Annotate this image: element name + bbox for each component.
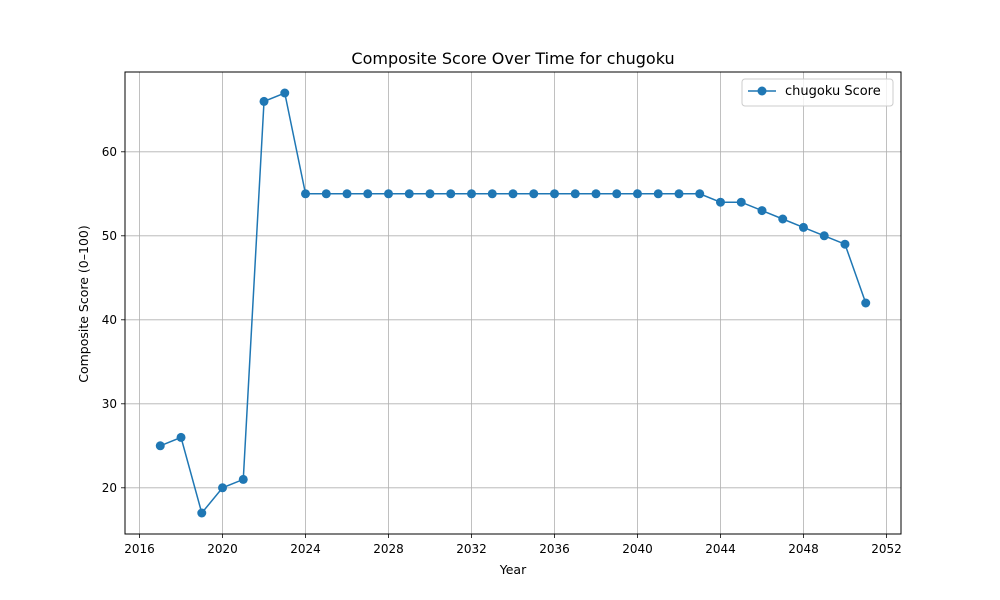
data-point bbox=[861, 298, 871, 308]
data-point bbox=[549, 189, 559, 199]
data-point bbox=[840, 239, 850, 249]
x-tick-label: 2024 bbox=[290, 542, 321, 556]
x-tick-label: 2048 bbox=[788, 542, 819, 556]
data-point bbox=[280, 88, 290, 98]
x-tick-label: 2028 bbox=[373, 542, 404, 556]
y-tick-label: 60 bbox=[102, 145, 117, 159]
plot-frame bbox=[124, 71, 902, 535]
data-point bbox=[508, 189, 518, 199]
data-point bbox=[778, 214, 788, 224]
data-point bbox=[176, 432, 186, 442]
data-point bbox=[363, 189, 373, 199]
data-point bbox=[321, 189, 331, 199]
x-tick-label: 2020 bbox=[207, 542, 238, 556]
data-point bbox=[259, 96, 269, 106]
data-point bbox=[674, 189, 684, 199]
y-axis-label: Composite Score (0–100) bbox=[76, 225, 91, 382]
data-point bbox=[425, 189, 435, 199]
y-tick-label: 30 bbox=[102, 397, 117, 411]
x-tick-label: 2016 bbox=[124, 542, 155, 556]
legend-marker bbox=[757, 86, 767, 96]
y-tick-label: 50 bbox=[102, 229, 117, 243]
legend-label: chugoku Score bbox=[785, 84, 881, 99]
data-point bbox=[715, 197, 725, 207]
x-tick-label: 2032 bbox=[456, 542, 487, 556]
x-tick-label: 2036 bbox=[539, 542, 570, 556]
legend: chugoku Score bbox=[741, 78, 894, 107]
legend-box bbox=[741, 78, 894, 107]
data-point bbox=[197, 508, 207, 518]
y-tick-label: 20 bbox=[102, 481, 117, 495]
data-point bbox=[446, 189, 456, 199]
x-tick-label: 2052 bbox=[871, 542, 902, 556]
data-point bbox=[695, 189, 705, 199]
data-point bbox=[218, 483, 228, 493]
data-point bbox=[736, 197, 746, 207]
data-point bbox=[467, 189, 477, 199]
data-point bbox=[632, 189, 642, 199]
data-point bbox=[757, 206, 767, 216]
data-point bbox=[570, 189, 580, 199]
data-point bbox=[529, 189, 539, 199]
grid-lines bbox=[125, 72, 901, 534]
data-point bbox=[342, 189, 352, 199]
y-axis: 20 30 40 50 60 bbox=[102, 145, 125, 495]
data-point bbox=[301, 189, 311, 199]
x-tick-label: 2040 bbox=[622, 542, 653, 556]
x-axis: 2016 2020 2024 2028 2032 2036 2040 2044 2048 2052 bbox=[124, 534, 902, 556]
data-point bbox=[798, 222, 808, 232]
data-point bbox=[384, 189, 394, 199]
series-layer bbox=[155, 88, 871, 518]
data-point bbox=[819, 231, 829, 241]
x-tick-label: 2044 bbox=[705, 542, 736, 556]
data-point bbox=[238, 474, 248, 484]
chart-title: Composite Score Over Time for chugoku bbox=[351, 49, 674, 68]
data-point bbox=[155, 441, 165, 451]
data-point bbox=[404, 189, 414, 199]
y-tick-label: 40 bbox=[102, 313, 117, 327]
data-point bbox=[591, 189, 601, 199]
x-axis-label: Year bbox=[499, 562, 527, 577]
data-point bbox=[653, 189, 663, 199]
data-point bbox=[487, 189, 497, 199]
data-point bbox=[612, 189, 622, 199]
